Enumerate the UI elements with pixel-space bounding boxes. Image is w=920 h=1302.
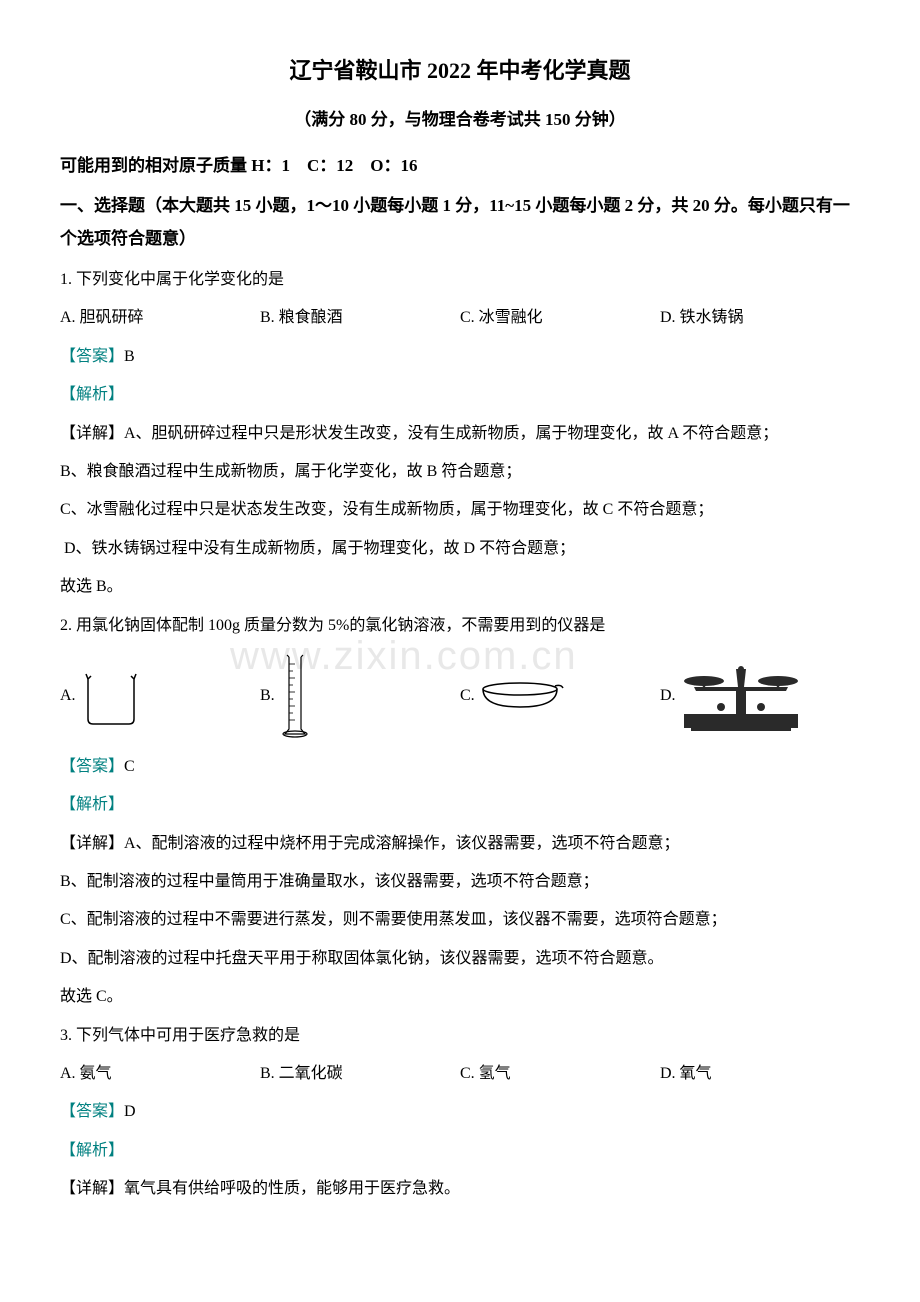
q1-option-c: C. 冰雪融化 (460, 303, 660, 333)
q2-stem: 2. 用氯化钠固体配制 100g 质量分数为 5%的氯化钠溶液，不需要用到的仪器… (60, 611, 860, 641)
beaker-icon (76, 661, 146, 731)
page-title: 辽宁省鞍山市 2022 年中考化学真题 (60, 50, 860, 92)
q3-option-b: B. 二氧化碳 (260, 1059, 460, 1089)
q2-exp4: D、配制溶液的过程中托盘天平用于称取固体氯化钠，该仪器需要，选项不符合题意。 (60, 944, 860, 974)
q1-option-d: D. 铁水铸锅 (660, 303, 860, 333)
q1-exp1: 【详解】A、胆矾研碎过程中只是形状发生改变，没有生成新物质，属于物理变化，故 A… (60, 419, 860, 449)
section-header: 一、选择题（本大题共 15 小题，1～10 小题每小题 1 分，11~15 小题… (60, 190, 860, 255)
q2-opt-b-label: B. (260, 681, 275, 711)
q3-option-d: D. 氧气 (660, 1059, 860, 1089)
q1-answer: 【答案】B (60, 342, 860, 372)
q1-option-a: A. 胆矾研碎 (60, 303, 260, 333)
q1-options: A. 胆矾研碎 B. 粮食酿酒 C. 冰雪融化 D. 铁水铸锅 (60, 303, 860, 333)
q2-exp5: 故选 C。 (60, 982, 860, 1012)
q2-exp2: B、配制溶液的过程中量筒用于准确量取水，该仪器需要，选项不符合题意； (60, 867, 860, 897)
q3-analysis-label: 【解析】 (60, 1136, 860, 1166)
q3-answer: 【答案】D (60, 1097, 860, 1127)
q1-option-b: B. 粮食酿酒 (260, 303, 460, 333)
q1-exp4: D、铁水铸锅过程中没有生成新物质，属于物理变化，故 D 不符合题意； (60, 534, 860, 564)
answer-label: 【答案】 (60, 758, 124, 775)
q2-opt-a-label: A. (60, 681, 76, 711)
q2-option-c: C. (460, 679, 660, 714)
answer-label: 【答案】 (60, 1103, 124, 1120)
q1-exp3: C、冰雪融化过程中只是状态发生改变，没有生成新物质，属于物理变化，故 C 不符合… (60, 495, 860, 525)
q1-analysis-label: 【解析】 (60, 380, 860, 410)
graduated-cylinder-icon (275, 649, 315, 744)
evaporating-dish-icon (475, 679, 565, 714)
q3-option-c: C. 氢气 (460, 1059, 660, 1089)
q2-exp1: 【详解】A、配制溶液的过程中烧杯用于完成溶解操作，该仪器需要，选项不符合题意； (60, 829, 860, 859)
q2-exp3: C、配制溶液的过程中不需要进行蒸发，则不需要使用蒸发皿，该仪器不需要，选项符合题… (60, 905, 860, 935)
q2-answer: 【答案】C (60, 752, 860, 782)
answer-value: C (124, 758, 135, 775)
q2-opt-d-label: D. (660, 681, 676, 711)
q1-exp2: B、粮食酿酒过程中生成新物质，属于化学变化，故 B 符合题意； (60, 457, 860, 487)
q2-opt-c-label: C. (460, 681, 475, 711)
q1-exp5: 故选 B。 (60, 572, 860, 602)
answer-value: B (124, 348, 135, 365)
q3-options: A. 氨气 B. 二氧化碳 C. 氢气 D. 氧气 (60, 1059, 860, 1089)
answer-label: 【答案】 (60, 348, 124, 365)
atomic-mass-info: 可能用到的相对原子质量 H：1 C：12 O：16 (60, 150, 860, 182)
q3-option-a: A. 氨气 (60, 1059, 260, 1089)
balance-scale-icon (676, 659, 806, 734)
q3-stem: 3. 下列气体中可用于医疗急救的是 (60, 1021, 860, 1051)
q2-option-d: D. (660, 659, 860, 734)
answer-value: D (124, 1103, 136, 1120)
page-subtitle: （满分 80 分，与物理合卷考试共 150 分钟） (60, 104, 860, 136)
q2-option-b: B. (260, 649, 460, 744)
q2-options: A. B. (60, 649, 860, 744)
q1-stem: 1. 下列变化中属于化学变化的是 (60, 265, 860, 295)
q2-analysis-label: 【解析】 (60, 790, 860, 820)
q3-exp1: 【详解】氧气具有供给呼吸的性质，能够用于医疗急救。 (60, 1174, 860, 1204)
q2-option-a: A. (60, 661, 260, 731)
